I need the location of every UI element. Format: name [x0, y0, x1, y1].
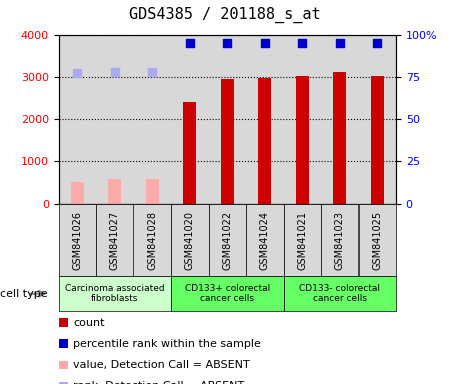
Point — [111, 69, 118, 75]
Bar — [146, 179, 159, 204]
Bar — [258, 78, 271, 204]
Point — [261, 40, 268, 46]
Text: rank, Detection Call = ABSENT: rank, Detection Call = ABSENT — [73, 381, 244, 384]
Bar — [296, 76, 309, 204]
Text: GSM841022: GSM841022 — [222, 210, 232, 270]
Point — [148, 69, 156, 75]
Point — [374, 40, 381, 46]
Bar — [371, 76, 384, 204]
Point — [224, 40, 231, 46]
Point — [186, 40, 194, 46]
Point — [336, 40, 343, 46]
Bar — [183, 102, 196, 204]
Text: GSM841020: GSM841020 — [185, 210, 195, 270]
Text: Carcinoma associated
fibroblasts: Carcinoma associated fibroblasts — [65, 284, 165, 303]
Bar — [71, 182, 84, 204]
Point — [74, 70, 81, 76]
Text: GSM841023: GSM841023 — [335, 210, 345, 270]
Text: CD133- colorectal
cancer cells: CD133- colorectal cancer cells — [299, 284, 380, 303]
Text: GDS4385 / 201188_s_at: GDS4385 / 201188_s_at — [129, 7, 321, 23]
Bar — [108, 179, 122, 204]
Text: GSM841025: GSM841025 — [372, 210, 382, 270]
Point — [299, 40, 306, 46]
Text: GSM841026: GSM841026 — [72, 210, 82, 270]
Bar — [333, 72, 346, 204]
Text: percentile rank within the sample: percentile rank within the sample — [73, 339, 261, 349]
Text: value, Detection Call = ABSENT: value, Detection Call = ABSENT — [73, 360, 250, 370]
Text: CD133+ colorectal
cancer cells: CD133+ colorectal cancer cells — [184, 284, 270, 303]
Text: GSM841027: GSM841027 — [110, 210, 120, 270]
Text: GSM841024: GSM841024 — [260, 210, 270, 270]
Text: GSM841028: GSM841028 — [147, 210, 157, 270]
Text: cell type: cell type — [0, 289, 48, 299]
Text: GSM841021: GSM841021 — [297, 210, 307, 270]
Bar — [220, 79, 234, 204]
Text: count: count — [73, 318, 104, 328]
